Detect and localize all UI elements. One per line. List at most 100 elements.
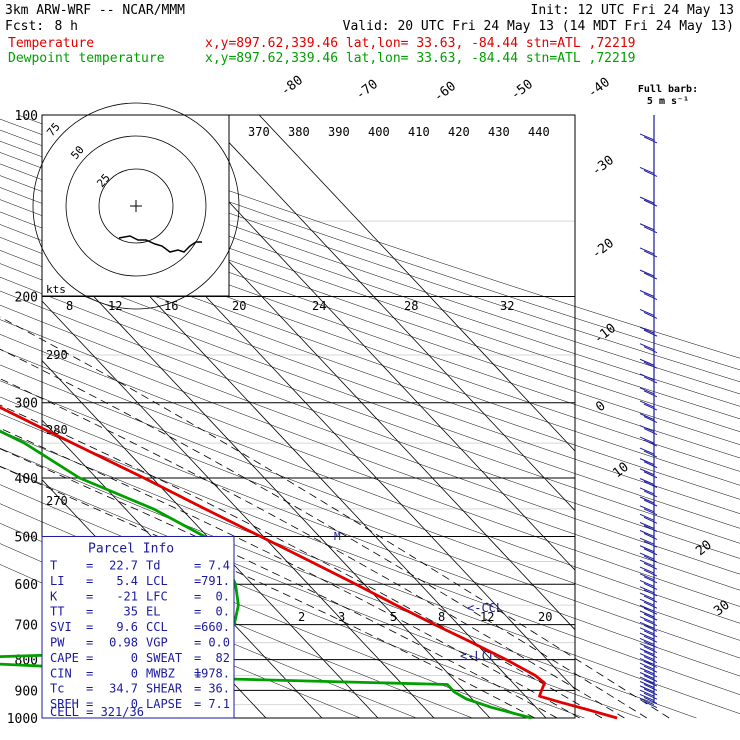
wind-barb [639,592,658,603]
parcel-param-name: EL [146,605,160,619]
wind-barb-flag [639,552,655,560]
pressure-tick-label: 1000 [7,712,38,727]
wind-barb-flag [643,490,658,498]
pressure-tick-label: 900 [15,684,38,699]
wind-barb [639,290,658,300]
mixing-ratio-label: 12 [108,299,122,313]
wind-barb-flag [639,685,655,693]
parcel-param-value: 36. [208,682,230,696]
parcel-equals: = [194,635,201,649]
wind-barb-flag [643,136,658,144]
parcel-param-value: 9.6 [116,620,138,634]
wind-barb-flag [643,613,658,621]
parcel-equals: = [86,682,93,696]
theta-label: 380 [288,125,310,139]
wind-barb [639,610,658,621]
wind-barb-flag [639,326,655,334]
parcel-equals: = [86,620,93,634]
wind-barb [639,373,658,384]
wind-barb-flag [639,672,655,679]
wind-barb-flag [643,635,658,643]
mixing-ratio-label: 32 [500,299,514,313]
dry-adiabat [0,224,740,486]
wind-barb [639,552,658,563]
hodograph-ring [98,168,174,244]
dry-adiabat [0,413,740,695]
wind-barb [639,698,658,709]
wind-barb-flag [639,413,655,421]
wind-barb-flag [639,604,655,612]
valid-time: Valid: 20 UTC Fri 24 May 13 (14 MDT Fri … [343,19,734,34]
mixing-ratio-label: 16 [164,299,178,313]
parcel-param-name: LAPSE [146,697,182,711]
wind-barb [639,513,658,524]
moist-adiabat [0,466,535,719]
parcel-equals: = [194,605,201,619]
parcel-param-value: 1978. [194,666,230,680]
dry-adiabat [0,152,740,407]
wind-barb [639,693,658,704]
wind-barb-flag [643,471,658,479]
wind-barb-flag [643,646,658,654]
parcel-equals: = [86,635,93,649]
parcel-equals: = [194,574,201,588]
mixing-ratio-label: 28 [404,299,418,313]
parcel-equals: = [194,558,201,572]
wind-barb [639,667,658,678]
dry-adiabat [0,250,740,514]
pressure-tick-label: 700 [15,619,38,634]
wind-barb [639,478,658,488]
wind-barb-flag [643,607,658,615]
wind-barb-flag [639,496,655,504]
dry-adiabat [0,334,740,607]
wind-barb-flag [643,461,658,469]
m-annotation: M [334,530,341,543]
parcel-param-value: 0 [131,651,138,665]
wind-barb-flag [639,196,655,204]
mixing-ratio-label-low: 12 [480,610,494,624]
wind-barb-flag [643,555,658,563]
wind-barb-flag [643,660,658,668]
parcel-param-name: LCL [146,574,168,588]
wind-barb-flag [639,478,655,485]
hodograph-ring [32,102,240,310]
legend-temperature-info: x,y=897.62,339.46 lat,lon= 33.63, -84.44… [205,36,635,51]
wind-barb-flag [643,540,658,548]
wind-barb-flag [643,701,658,709]
wind-barb-flag [643,656,658,664]
wind-barb [639,545,658,556]
parcel-param-name: PW [50,635,65,649]
wind-barb-flag [639,610,655,618]
wind-barb-flag [643,692,658,700]
wind-barb-flag [639,681,655,688]
parcel-equals: = [194,651,201,665]
wind-barb-flag [639,309,655,316]
moist-adiabat [0,316,670,719]
parcel-equals: = [194,589,201,603]
wind-barb-flag [639,586,655,594]
wind-barb-flag [643,601,658,609]
wind-barb-flag [639,698,655,706]
parcel-param-name: T [50,558,57,572]
wind-barb-flag [639,487,655,495]
wind-barb-flag [643,562,658,570]
wind-barb [639,247,658,258]
dry-adiabat [0,564,361,719]
dry-adiabat [0,396,740,677]
wind-barb-flag [643,651,658,659]
parcel-param-value: 22.7 [109,558,138,572]
wind-barb [639,343,658,354]
parcel-param-name: Tc [50,682,64,696]
parcel-equals: = [194,666,201,680]
parcel-equals: = [194,620,201,634]
wind-barb-flag [643,450,658,458]
mixing-ratio-label: 8 [66,299,73,313]
parcel-param-value: 0. [216,589,230,603]
wind-barb-flag [639,505,655,513]
parcel-param-name: SVI [50,620,72,634]
wind-barb-flag [639,648,655,656]
wind-barb-flag [643,416,658,424]
wind-barb-flag [639,627,655,635]
wind-barb [639,559,658,570]
